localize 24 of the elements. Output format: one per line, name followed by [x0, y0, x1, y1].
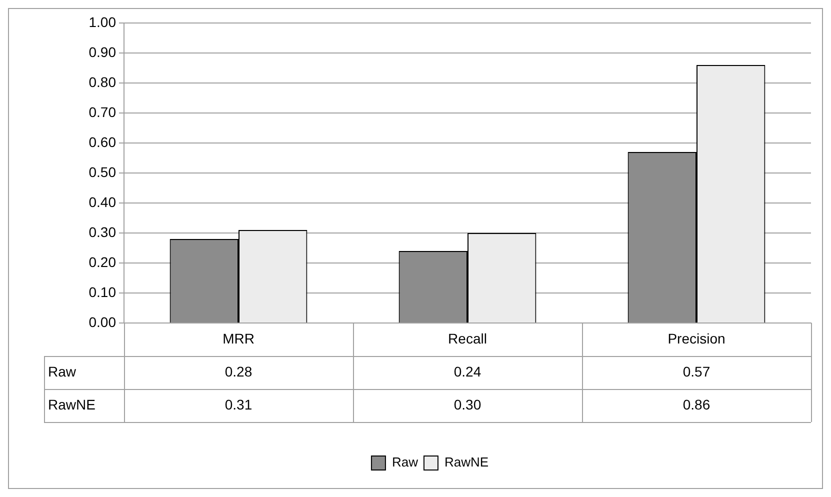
data-label: 0.86 — [682, 396, 710, 412]
x-tick-label: MRR — [222, 330, 254, 346]
data-label: 0.28 — [224, 363, 252, 380]
data-label: 0.31 — [224, 396, 252, 412]
text: Raw — [48, 363, 76, 380]
y-tick-label: 0.90 — [88, 44, 116, 60]
y-tick-label: 0.10 — [88, 284, 116, 300]
y-tick-label: 0.40 — [88, 194, 116, 210]
data-label: 0.24 — [454, 363, 482, 380]
y-tick-label: 0.20 — [88, 254, 116, 270]
legend-label: Raw — [392, 454, 419, 470]
y-tick-label: 0.70 — [88, 104, 116, 120]
legend-label: RawNE — [444, 454, 489, 470]
data-label: 0.30 — [454, 396, 482, 412]
y-tick-label: 0.80 — [88, 74, 116, 90]
x-tick-label: Precision — [668, 330, 726, 346]
y-tick-label: 0.60 — [88, 134, 116, 150]
y-tick-label: 0.00 — [88, 314, 116, 330]
data-label: 0.57 — [682, 363, 710, 380]
text: RawNE — [48, 396, 96, 412]
x-tick-label: Recall — [448, 330, 487, 346]
y-tick-label: 0.30 — [88, 224, 116, 240]
y-tick-label: 0.50 — [88, 164, 116, 180]
y-tick-label: 1.00 — [88, 14, 116, 30]
